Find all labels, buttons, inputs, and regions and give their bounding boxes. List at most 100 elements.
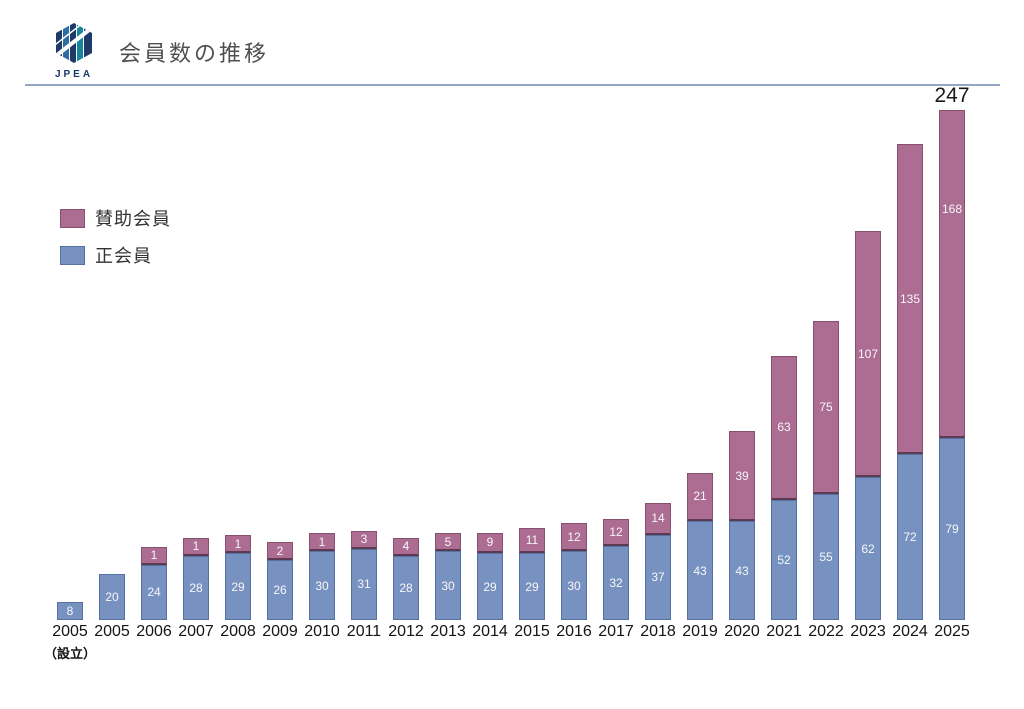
supporter-members-value: 11	[525, 533, 539, 548]
legend-swatch	[60, 245, 85, 265]
regular-members-value: 20	[105, 590, 119, 604]
supporter-members-segment: 75	[813, 321, 839, 494]
regular-members-segment: 62	[855, 477, 881, 620]
bar-group: 3 31 2011	[347, 530, 381, 640]
supporter-members-value: 3	[360, 532, 368, 547]
bar-group: 12 32 2017	[598, 518, 634, 640]
bar-group: 247 168 79 2025	[934, 84, 970, 640]
supporter-members-value: 75	[819, 399, 833, 414]
regular-members-value: 8	[66, 603, 74, 618]
supporter-members-segment: 1	[183, 537, 209, 556]
x-axis-label: 2013	[430, 623, 466, 640]
regular-members-segment: 30	[435, 551, 461, 620]
jpea-logo-icon	[56, 23, 92, 63]
regular-members-segment: 26	[267, 560, 293, 620]
x-axis-label: 2012	[388, 623, 424, 640]
regular-members-segment: 37	[645, 534, 671, 620]
x-axis-label: 2016	[556, 623, 592, 640]
supporter-members-value: 9	[486, 535, 494, 550]
regular-members-value: 43	[735, 563, 749, 578]
regular-members-segment: 52	[771, 500, 797, 620]
regular-members-value: 30	[441, 578, 455, 593]
regular-members-value: 72	[903, 530, 917, 545]
x-axis-label: 2025	[934, 623, 970, 640]
jpea-logo-text: JPEA	[54, 69, 94, 80]
regular-members-value: 79	[945, 522, 959, 537]
supporter-members-segment: 14	[645, 502, 671, 535]
x-axis-label: 2015	[514, 623, 550, 640]
regular-members-value: 28	[399, 580, 413, 595]
regular-members-value: 29	[231, 579, 245, 594]
jpea-logo: JPEA	[53, 23, 95, 80]
supporter-members-value: 1	[150, 548, 158, 563]
regular-members-segment: 20	[99, 574, 125, 620]
regular-members-segment: 43	[687, 521, 713, 620]
supporter-members-value: 168	[941, 201, 963, 216]
bar-group: 8 2005 （設立）	[44, 601, 96, 661]
regular-members-value: 29	[525, 579, 539, 594]
bar-group: 12 30 2016	[556, 523, 592, 640]
regular-members-value: 32	[609, 576, 623, 591]
regular-members-segment: 31	[351, 548, 377, 620]
supporter-members-segment: 12	[561, 523, 587, 551]
supporter-members-value: 1	[234, 536, 242, 551]
supporter-members-value: 14	[651, 511, 665, 526]
regular-members-segment: 32	[603, 546, 629, 620]
regular-members-segment: 28	[183, 555, 209, 620]
supporter-members-segment: 2	[267, 542, 293, 561]
legend-item: 正会員	[60, 242, 171, 268]
total-annotation: 247	[934, 84, 970, 108]
regular-members-value: 43	[693, 563, 707, 578]
supporter-members-value: 21	[693, 489, 707, 504]
supporter-members-segment: 4	[393, 537, 419, 556]
x-axis-label: 2007	[178, 623, 214, 640]
regular-members-value: 55	[819, 549, 833, 564]
bar-group: 14 37 2018	[640, 502, 676, 640]
supporter-members-segment: 135	[897, 143, 923, 455]
regular-members-value: 26	[273, 583, 287, 598]
regular-members-value: 24	[147, 585, 161, 600]
x-axis-label-note: （設立）	[43, 646, 97, 661]
regular-members-value: 31	[357, 577, 371, 592]
regular-members-value: 30	[315, 578, 329, 593]
x-axis-label: 2005 （設立）	[43, 623, 97, 661]
regular-members-segment: 8	[57, 601, 83, 620]
regular-members-value: 30	[567, 578, 581, 593]
regular-members-segment: 72	[897, 454, 923, 620]
x-axis-label: 2014	[472, 623, 508, 640]
bar-chart: 8 2005 （設立） 20 2005 1 24 2006 1 28 2007 1 29 2008 2 26 2…	[44, 84, 970, 661]
regular-members-segment: 29	[225, 553, 251, 620]
supporter-members-value: 12	[567, 529, 581, 544]
bar-group: 20 2005	[94, 574, 130, 640]
x-axis-label: 2018	[640, 623, 676, 640]
supporter-members-segment: 107	[855, 231, 881, 478]
x-axis-label: 2024	[892, 623, 928, 640]
x-axis-label: 2021	[766, 623, 802, 640]
supporter-members-segment: 21	[687, 472, 713, 522]
bar-group: 63 52 2021	[766, 355, 802, 640]
regular-members-value: 28	[189, 580, 203, 595]
x-axis-label: 2020	[724, 623, 760, 640]
bar-group: 5 30 2013	[430, 533, 466, 640]
header-divider	[25, 84, 1000, 86]
legend: 賛助会員正会員	[60, 205, 171, 268]
supporter-members-value: 1	[318, 534, 326, 549]
supporter-members-value: 107	[857, 346, 879, 361]
supporter-members-value: 1	[192, 539, 200, 554]
supporter-members-value: 39	[735, 468, 749, 483]
page-title: 会員数の推移	[119, 41, 270, 66]
supporter-members-value: 2	[276, 543, 284, 558]
regular-members-segment: 24	[141, 564, 167, 620]
x-axis-label: 2017	[598, 623, 634, 640]
supporter-members-value: 12	[609, 525, 623, 540]
bar-group: 107 62 2023	[850, 231, 886, 640]
bar-group: 1 24 2006	[136, 546, 172, 640]
supporter-members-segment: 39	[729, 431, 755, 522]
regular-members-segment: 43	[729, 521, 755, 620]
bar-group: 39 43 2020	[724, 431, 760, 640]
x-axis-label: 2008	[220, 623, 256, 640]
supporter-members-segment: 1	[309, 533, 335, 551]
supporter-members-segment: 1	[225, 535, 251, 554]
legend-label: 賛助会員	[95, 209, 171, 229]
